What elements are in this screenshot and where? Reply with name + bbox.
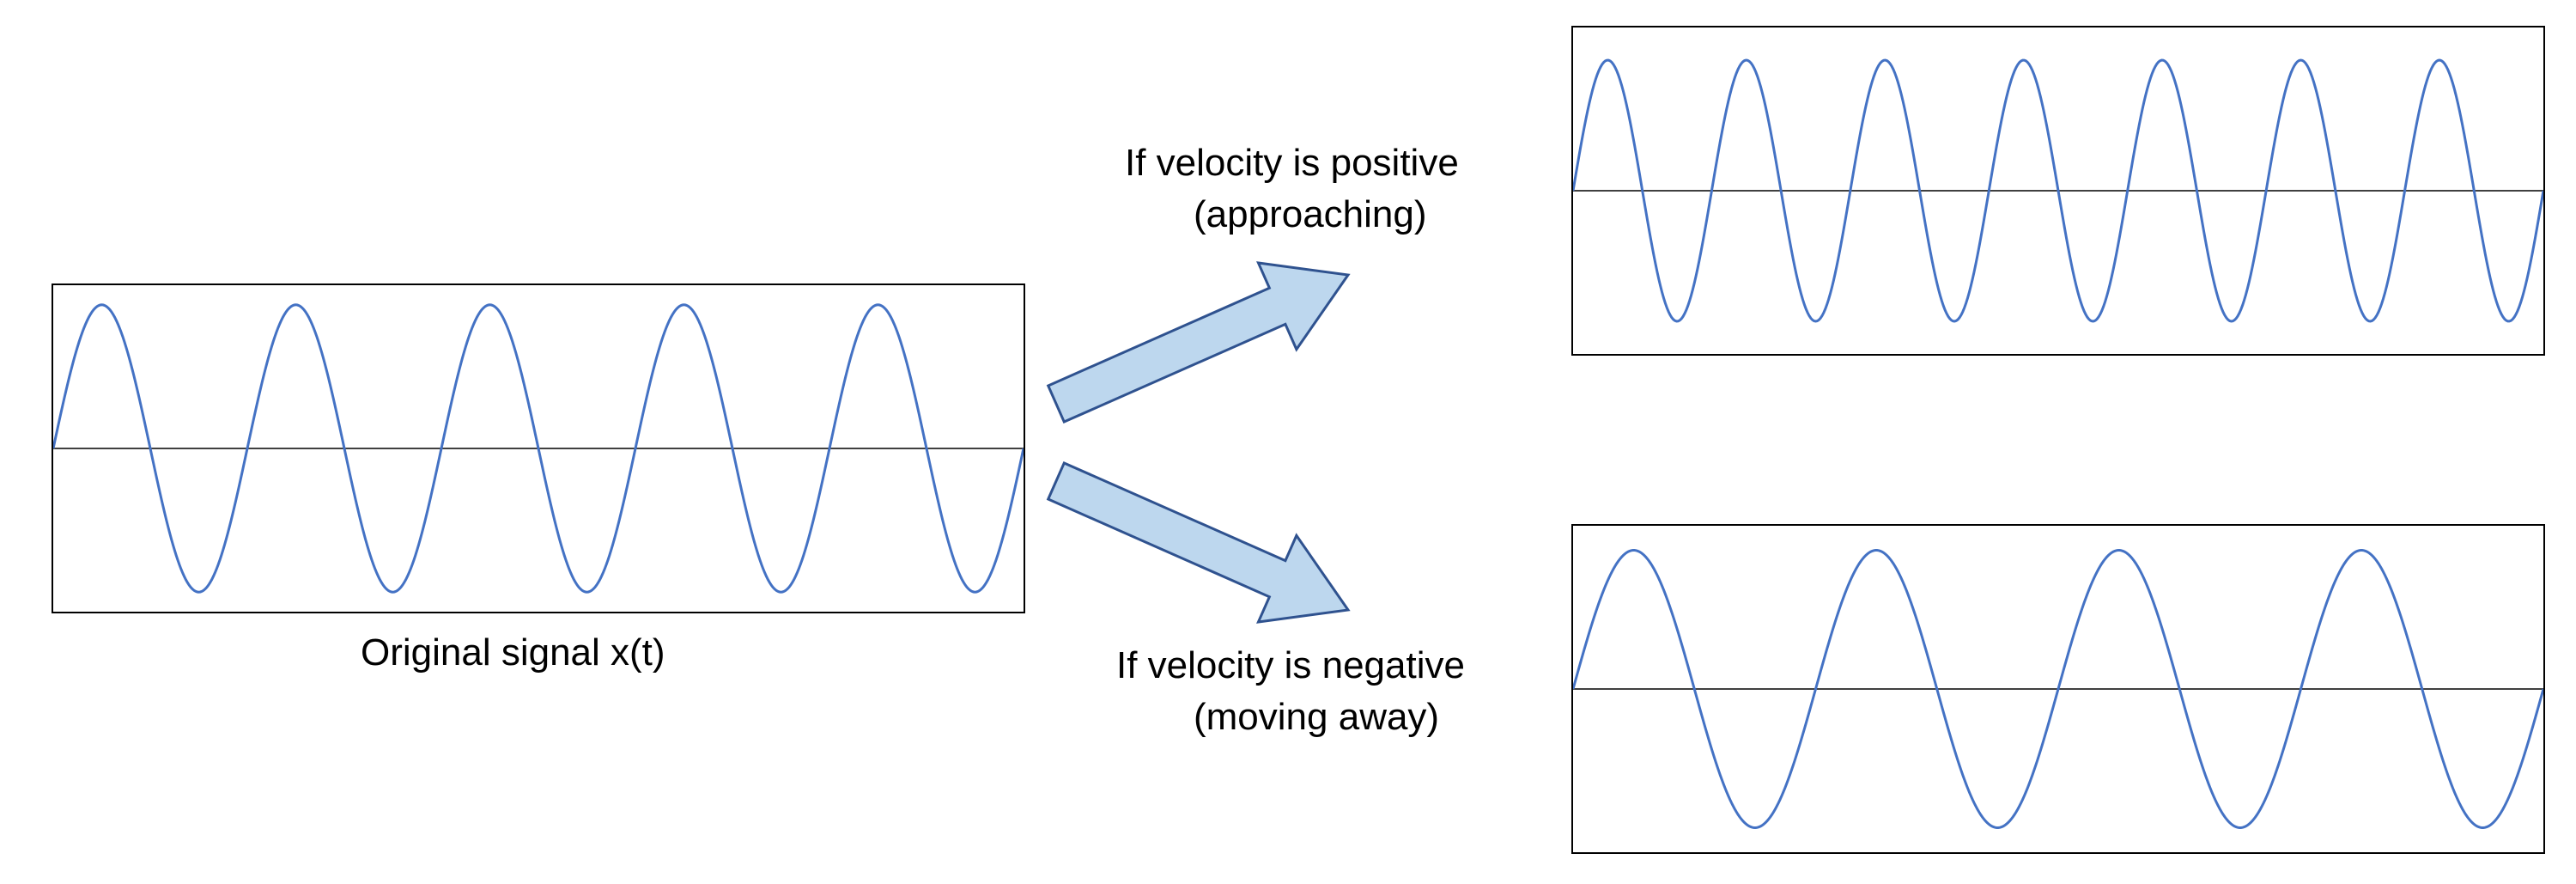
approaching-signal-plot <box>1571 26 2545 356</box>
receding-signal-plot <box>1571 524 2545 854</box>
approaching-caption-line1: If velocity is positive <box>1125 142 1459 185</box>
original-signal-wave <box>53 285 1024 612</box>
receding-caption-line2: (moving away) <box>1194 696 1439 739</box>
original-signal-plot <box>52 283 1025 613</box>
arrow-down-icon <box>970 395 1434 696</box>
original-signal-caption: Original signal x(t) <box>361 631 665 674</box>
receding-signal-wave <box>1573 526 2543 852</box>
approaching-signal-wave <box>1573 27 2543 354</box>
